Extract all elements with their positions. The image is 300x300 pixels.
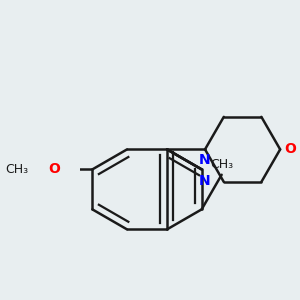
Text: O: O (284, 142, 296, 156)
Text: N: N (199, 174, 210, 188)
Text: O: O (48, 162, 60, 176)
Text: CH₃: CH₃ (5, 163, 28, 176)
Text: N: N (199, 153, 211, 167)
Text: CH₃: CH₃ (210, 158, 233, 171)
